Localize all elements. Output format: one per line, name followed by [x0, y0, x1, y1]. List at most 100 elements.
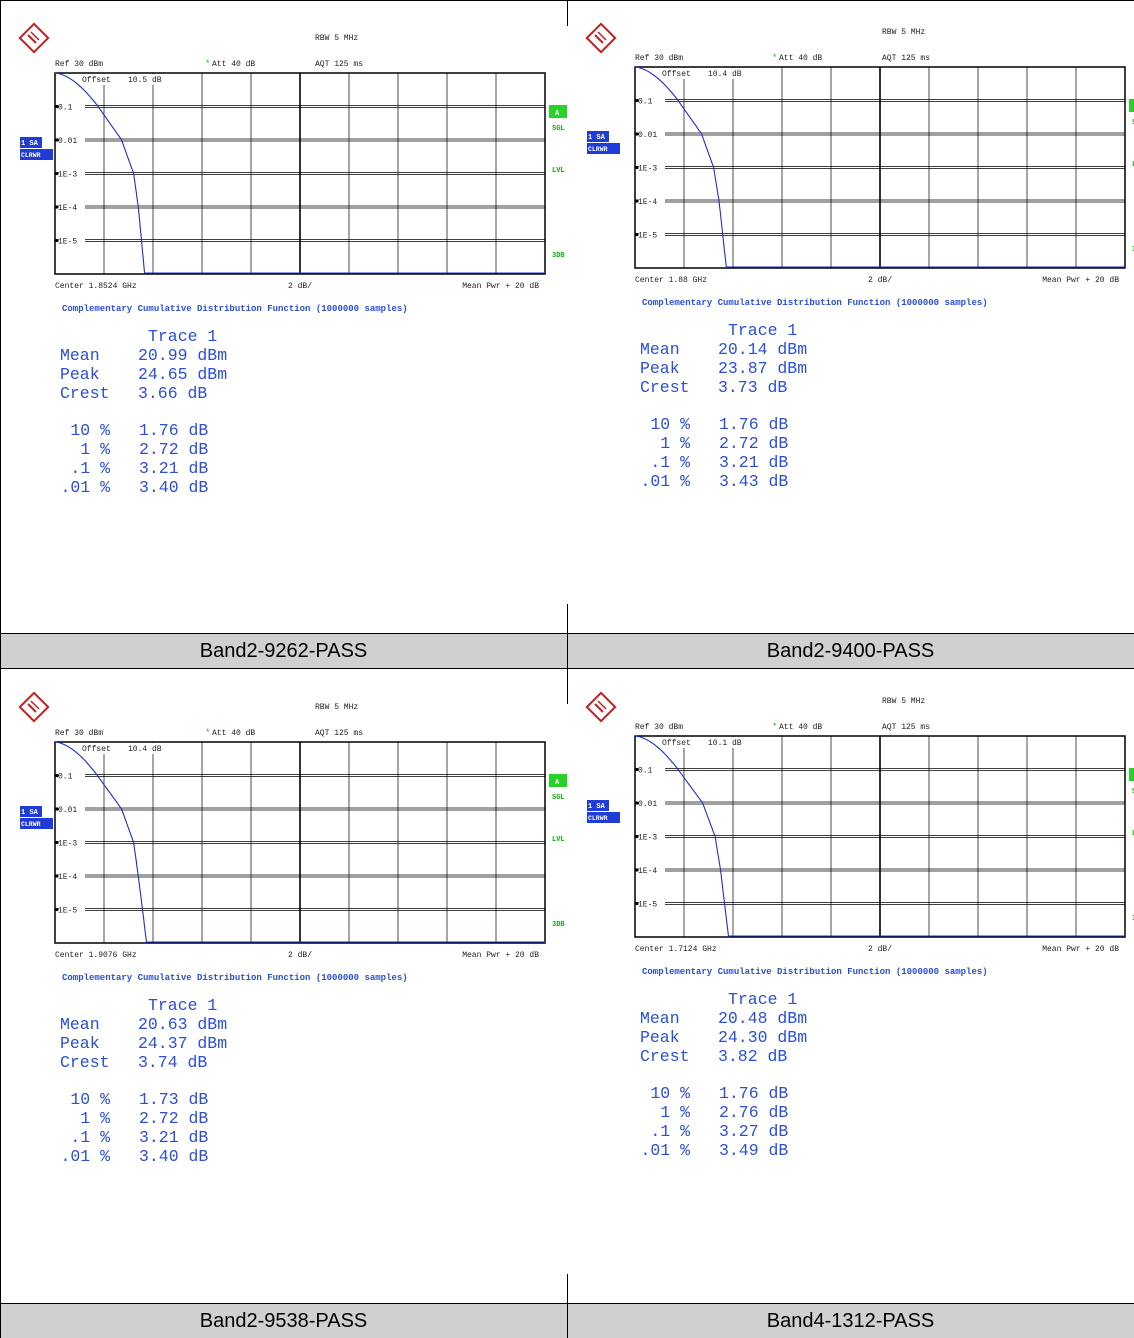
x-range-label: Mean Pwr + 20 dB: [462, 282, 539, 291]
ref-level-label: Ref 30 dBm: [635, 54, 683, 63]
stat-peak-label: Peak: [640, 1028, 680, 1047]
percentile-label: 1 %: [660, 434, 690, 453]
y-tick-marker: [635, 232, 639, 237]
stat-peak-label: Peak: [640, 359, 680, 378]
stat-peak-label: Peak: [60, 1034, 100, 1053]
percentile-label: 1 %: [660, 1103, 690, 1122]
status-lvl-label: LVL: [1132, 830, 1134, 838]
trace-badge-sa: [20, 806, 42, 817]
ccdf-chart: RBW 5 MHz Ref 30 dBm * Att 40 dB AQT 125 ms 0…: [585, 22, 1134, 285]
percentile-value: 2.72 dB: [139, 440, 209, 459]
y-tick-marker: [635, 801, 639, 805]
percentile-label: .1 %: [70, 1128, 110, 1147]
offset-label: Offset: [662, 70, 691, 79]
y-tick-label: 0.1: [638, 767, 653, 776]
trace-badge-sa: [587, 131, 609, 142]
y-tick-label: 1E-4: [638, 867, 657, 876]
table-border-left: [0, 0, 1, 1338]
trace-title: Trace 1: [148, 996, 218, 1015]
stat-peak-label: Peak: [60, 365, 100, 384]
percentile-value: 3.49 dB: [719, 1141, 789, 1160]
aqt-label: AQT 125 ms: [315, 60, 363, 69]
panel-4: RBW 5 MHz Ref 30 dBm * Att 40 dB AQT 125 ms 0…: [567, 669, 1134, 1338]
stat-peak: Peak 24.30 dBm: [640, 1028, 807, 1047]
percentile-value: 1.76 dB: [139, 421, 209, 440]
trace-badge-sa: [20, 137, 42, 148]
trace-badge-clrwr: [587, 143, 620, 154]
panel-3: RBW 5 MHz Ref 30 dBm * Att 40 dB AQT 125 ms 0…: [0, 669, 567, 1338]
caption-panel-2: Band2-9400-PASS: [567, 633, 1134, 668]
ccdf-statistics: Trace 1 Mean 20.48 dBm Peak 24.30 dBm Crest 3.…: [640, 990, 807, 1160]
att-marker: *: [772, 722, 777, 732]
stat-crest-label: Crest: [640, 1047, 690, 1066]
y-tick-marker: [55, 238, 59, 243]
percentile-row: .01 % 3.43 dB: [640, 472, 807, 491]
ccdf-chart: RBW 5 MHz Ref 30 dBm * Att 40 dB AQT 125 ms 0…: [585, 691, 1134, 954]
percentile-value: 2.76 dB: [719, 1103, 789, 1122]
y-tick-marker: [635, 834, 639, 839]
trace-badge-clrwr-label: CLRWR: [588, 146, 608, 153]
percentile-label: 10 %: [70, 421, 110, 440]
percentile-row: .1 % 3.27 dB: [640, 1122, 807, 1141]
stat-crest-value: 3.73 dB: [718, 378, 788, 397]
caption-panel-1: Band2-9262-PASS: [0, 633, 567, 668]
stat-mean-value: 20.63 dBm: [138, 1015, 228, 1034]
status-3db-label: 3DB: [552, 252, 565, 260]
stat-peak-value: 24.37 dBm: [138, 1034, 228, 1053]
status-3db-label: 3DB: [1132, 915, 1134, 923]
y-tick-label: 0.01: [638, 131, 657, 140]
stat-crest-value: 3.66 dB: [138, 384, 208, 403]
x-scale-label: 2 dB/: [288, 951, 312, 960]
percentile-label: .1 %: [650, 453, 690, 472]
caption-panel-4: Band4-1312-PASS: [567, 1303, 1134, 1338]
status-badge-a-label: A: [555, 110, 560, 118]
percentile-row: 1 % 2.72 dB: [640, 434, 807, 453]
y-tick-marker: [635, 132, 639, 136]
stat-crest: Crest 3.73 dB: [640, 378, 807, 397]
att-marker: *: [205, 59, 210, 69]
ccdf-subtitle: Complementary Cumulative Distribution Fu…: [642, 298, 988, 308]
y-tick-marker: [55, 171, 59, 176]
y-tick-label: 1E-4: [58, 204, 77, 213]
percentile-value: 2.72 dB: [719, 434, 789, 453]
trace-badge-clrwr-label: CLRWR: [21, 152, 41, 159]
ccdf-trace-line: [54, 741, 545, 944]
status-3db-label: 3DB: [552, 921, 565, 929]
y-tick-label: 0.1: [58, 104, 73, 113]
x-scale-label: 2 dB/: [868, 945, 892, 954]
trace-badge-clrwr: [20, 818, 53, 829]
offset-value: 10.5 dB: [128, 76, 162, 85]
y-tick-marker: [635, 868, 639, 872]
rbw-label: RBW 5 MHz: [315, 34, 358, 43]
ccdf-trace-line: [54, 72, 545, 275]
status-sgl-label: SGL: [552, 125, 565, 133]
stat-crest: Crest 3.66 dB: [60, 384, 227, 403]
stat-peak-value: 24.30 dBm: [718, 1028, 808, 1047]
status-lvl-label: LVL: [552, 167, 565, 175]
y-tick-marker: [635, 199, 639, 203]
y-tick-label: 0.1: [58, 773, 73, 782]
x-scale-label: 2 dB/: [288, 282, 312, 291]
stat-crest-label: Crest: [60, 1053, 110, 1072]
percentile-row: 10 % 1.76 dB: [640, 415, 807, 434]
stat-peak-value: 23.87 dBm: [718, 359, 808, 378]
trace-badge-sa-label: 1 SA: [21, 809, 39, 817]
y-tick-label: 1E-3: [58, 171, 77, 180]
ccdf-subtitle: Complementary Cumulative Distribution Fu…: [62, 304, 408, 314]
ccdf-chart: RBW 5 MHz Ref 30 dBm * Att 40 dB AQT 125 ms 0…: [18, 691, 567, 960]
trace-badge-clrwr: [587, 812, 620, 823]
percentile-row: 10 % 1.73 dB: [60, 1090, 227, 1109]
att-marker: *: [205, 728, 210, 738]
status-badge-a: [1129, 99, 1134, 112]
stat-peak: Peak 24.65 dBm: [60, 365, 227, 384]
ccdf-statistics: Trace 1 Mean 20.14 dBm Peak 23.87 dBm Crest 3.…: [640, 321, 807, 491]
y-tick-marker: [55, 205, 59, 209]
divider-mid: [567, 604, 568, 704]
percentile-label: .01 %: [60, 1147, 110, 1166]
row-divider: [0, 668, 1134, 669]
status-sgl-label: SGL: [1132, 119, 1134, 127]
percentile-label: .1 %: [70, 459, 110, 478]
ccdf-trace-line: [634, 66, 1125, 269]
y-tick-label: 1E-4: [58, 873, 77, 882]
status-sgl-label: SGL: [1132, 788, 1134, 796]
